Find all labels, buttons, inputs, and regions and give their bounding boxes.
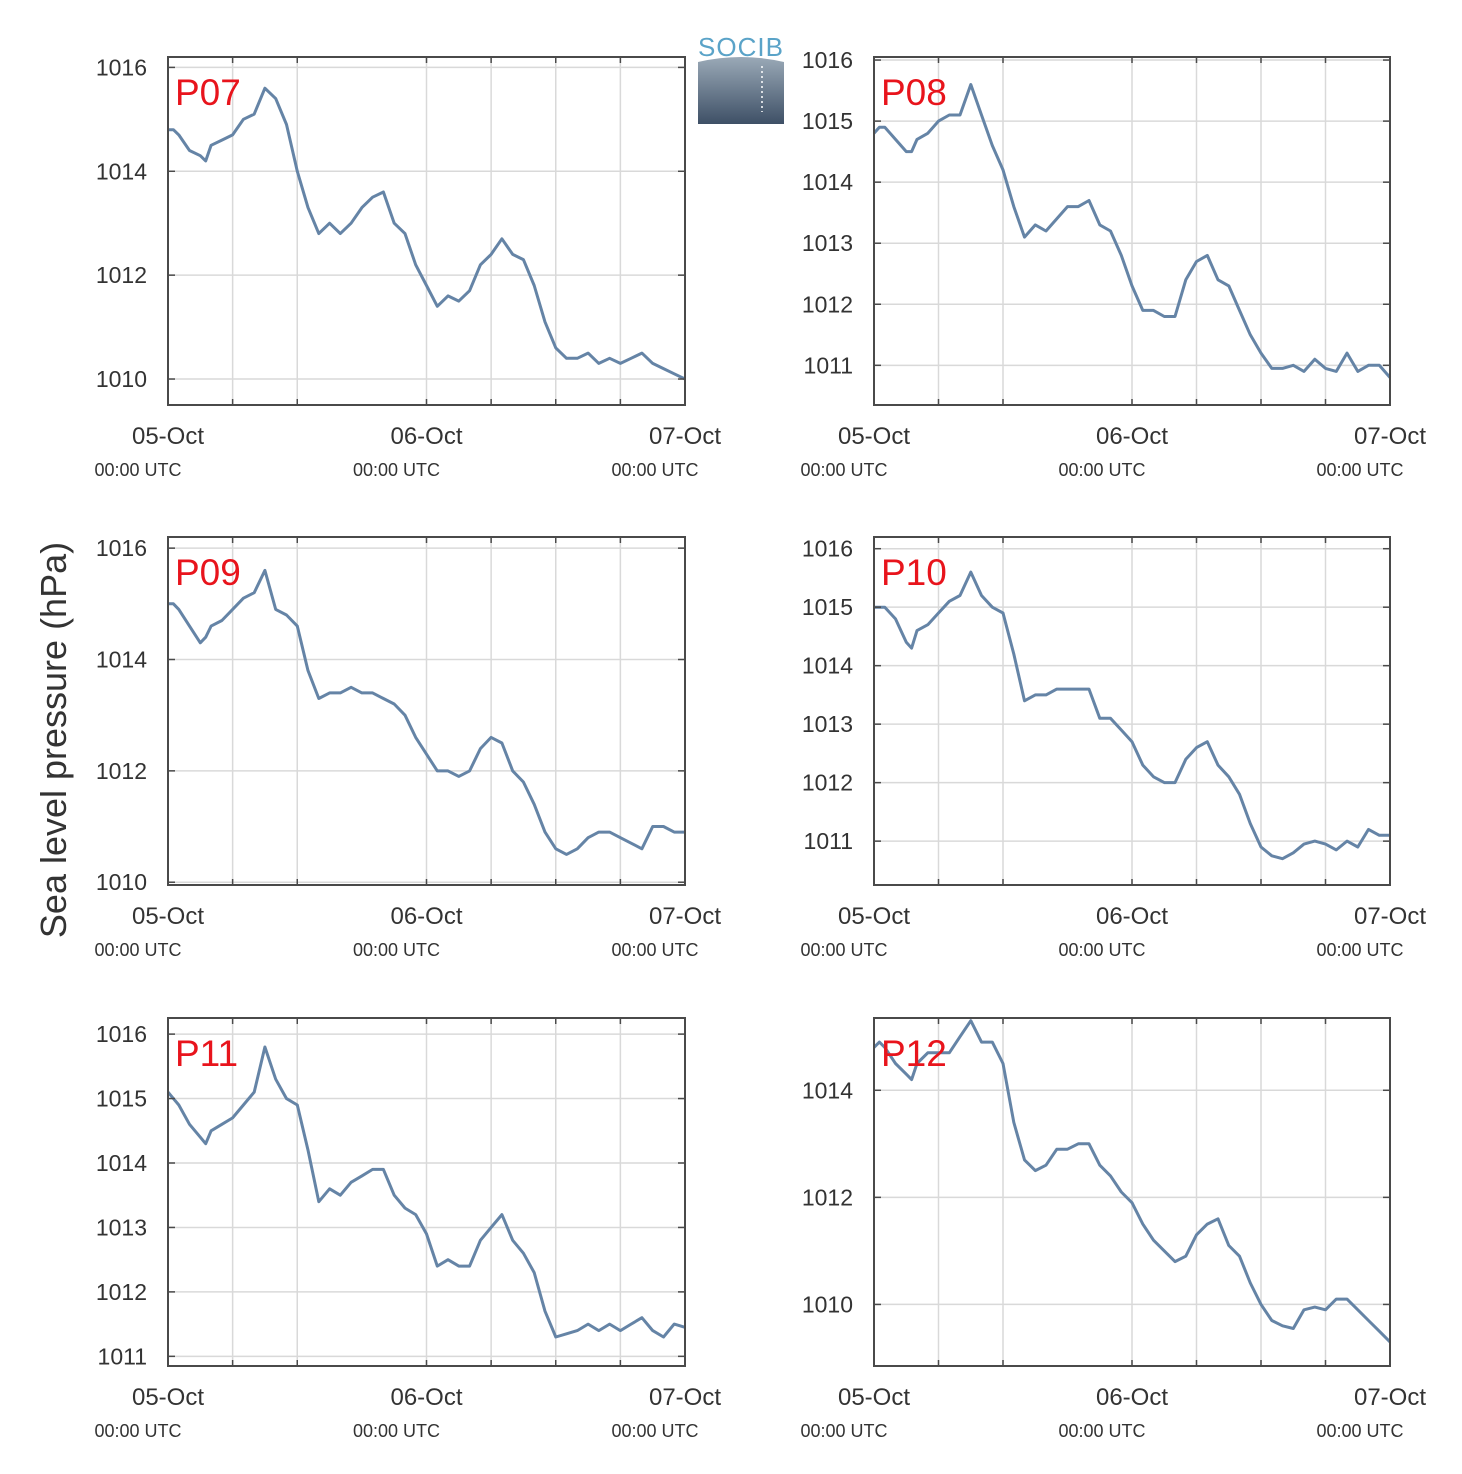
x-time-label: 00:00 UTC	[611, 1421, 698, 1441]
x-time-label: 00:00 UTC	[611, 460, 698, 480]
y-tick-label: 1014	[96, 158, 147, 184]
x-date-label: 07-Oct	[649, 903, 721, 930]
y-tick-label: 1014	[802, 653, 853, 679]
y-tick-label: 1011	[98, 1343, 147, 1369]
y-tick-label: 1014	[802, 169, 853, 195]
panel-p11: 1011 1012 1013 1014 1015 1016 05-Oct 00:00 UTC 0…	[94, 1017, 721, 1441]
panels-group: 1010 1012 1014 1016 05-Oct 00:00 UTC 06-Oct 00:…	[94, 47, 1426, 1441]
y-tick-label: 1016	[802, 536, 853, 562]
x-time-label: 00:00 UTC	[611, 940, 698, 960]
x-date-label: 06-Oct	[390, 903, 462, 930]
x-time-label: 00:00 UTC	[1058, 1421, 1145, 1441]
panel-p09: 1010 1012 1014 1016 05-Oct 00:00 UTC 06-Oct 00:…	[94, 535, 721, 960]
series-line-p07	[168, 86, 686, 381]
x-date-label: 05-Oct	[838, 423, 910, 450]
x-time-label: 00:00 UTC	[1058, 940, 1145, 960]
station-label-p10: P10	[881, 552, 947, 593]
y-tick-label: 1010	[96, 366, 147, 392]
x-time-label: 00:00 UTC	[1316, 1421, 1403, 1441]
x-date-label: 06-Oct	[1096, 1384, 1168, 1411]
socib-logo: SOCIB	[698, 32, 784, 124]
series-line-p09	[168, 568, 685, 856]
x-date-label: 07-Oct	[1354, 903, 1426, 930]
x-date-label: 07-Oct	[649, 423, 721, 450]
y-tick-label: 1014	[802, 1077, 853, 1103]
x-time-label: 00:00 UTC	[1058, 460, 1145, 480]
y-tick-label: 1012	[96, 1279, 147, 1305]
y-tick-label: 1015	[802, 594, 853, 620]
series-line-p11	[166, 1045, 686, 1339]
panel-p12: 1010 1012 1014 05-Oct 00:00 UTC 06-Oct 00:00 U…	[800, 1017, 1426, 1441]
y-tick-label: 1016	[96, 54, 147, 80]
y-tick-label: 1013	[802, 230, 853, 256]
x-date-label: 05-Oct	[132, 423, 204, 450]
y-tick-label: 1015	[802, 108, 853, 134]
x-time-label: 00:00 UTC	[353, 940, 440, 960]
y-tick-label: 1012	[802, 1184, 853, 1210]
station-label-p08: P08	[881, 72, 947, 113]
y-tick-label: 1012	[96, 758, 147, 784]
x-time-label: 00:00 UTC	[94, 1421, 181, 1441]
y-tick-label: 1016	[802, 47, 853, 73]
station-label-p11: P11	[175, 1033, 238, 1074]
y-tick-label: 1013	[802, 711, 853, 737]
y-tick-label: 1012	[802, 291, 853, 317]
y-tick-label: 1012	[802, 770, 853, 796]
y-tick-label: 1012	[96, 262, 147, 288]
x-date-label: 07-Oct	[1354, 1384, 1426, 1411]
x-date-label: 06-Oct	[390, 423, 462, 450]
x-time-label: 00:00 UTC	[94, 460, 181, 480]
y-tick-label: 1013	[96, 1214, 147, 1240]
logo-text: SOCIB	[698, 32, 784, 62]
x-time-label: 00:00 UTC	[800, 1421, 887, 1441]
x-date-label: 06-Oct	[390, 1384, 462, 1411]
x-time-label: 00:00 UTC	[94, 940, 181, 960]
panel-p10: 1011 1012 1013 1014 1015 1016 05-Oct 00:00 UTC 0…	[800, 536, 1426, 960]
x-date-label: 05-Oct	[838, 1384, 910, 1411]
x-time-label: 00:00 UTC	[800, 940, 887, 960]
x-date-label: 05-Oct	[132, 903, 204, 930]
x-date-label: 07-Oct	[649, 1384, 721, 1411]
x-time-label: 00:00 UTC	[800, 460, 887, 480]
y-tick-label: 1010	[96, 869, 147, 895]
x-date-label: 07-Oct	[1354, 423, 1426, 450]
y-tick-label: 1010	[802, 1291, 853, 1317]
series-line-p12	[872, 1019, 1392, 1343]
x-time-label: 00:00 UTC	[353, 1421, 440, 1441]
series-line-p08	[872, 83, 1392, 379]
x-time-label: 00:00 UTC	[353, 460, 440, 480]
y-tick-label: 1014	[96, 1150, 147, 1176]
y-tick-label: 1014	[96, 646, 147, 672]
y-tick-label: 1016	[96, 1021, 147, 1047]
x-time-label: 00:00 UTC	[1316, 940, 1403, 960]
y-tick-label: 1011	[804, 352, 853, 378]
station-label-p07: P07	[175, 72, 241, 113]
panel-p07: 1010 1012 1014 1016 05-Oct 00:00 UTC 06-Oct 00:…	[94, 54, 721, 480]
station-label-p12: P12	[881, 1033, 947, 1074]
x-date-label: 05-Oct	[132, 1384, 204, 1411]
x-date-label: 06-Oct	[1096, 903, 1168, 930]
series-line-p10	[874, 570, 1390, 861]
station-label-p09: P09	[175, 552, 241, 593]
y-tick-label: 1016	[96, 535, 147, 561]
x-date-label: 06-Oct	[1096, 423, 1168, 450]
y-tick-label: 1015	[96, 1086, 147, 1112]
y-tick-label: 1011	[804, 828, 853, 854]
y-axis-label: Sea level pressure (hPa)	[33, 542, 74, 938]
panel-p08: 1011 1012 1013 1014 1015 1016 05-Oct 00:00 UTC 0…	[800, 47, 1426, 480]
x-time-label: 00:00 UTC	[1316, 460, 1403, 480]
x-date-label: 05-Oct	[838, 903, 910, 930]
